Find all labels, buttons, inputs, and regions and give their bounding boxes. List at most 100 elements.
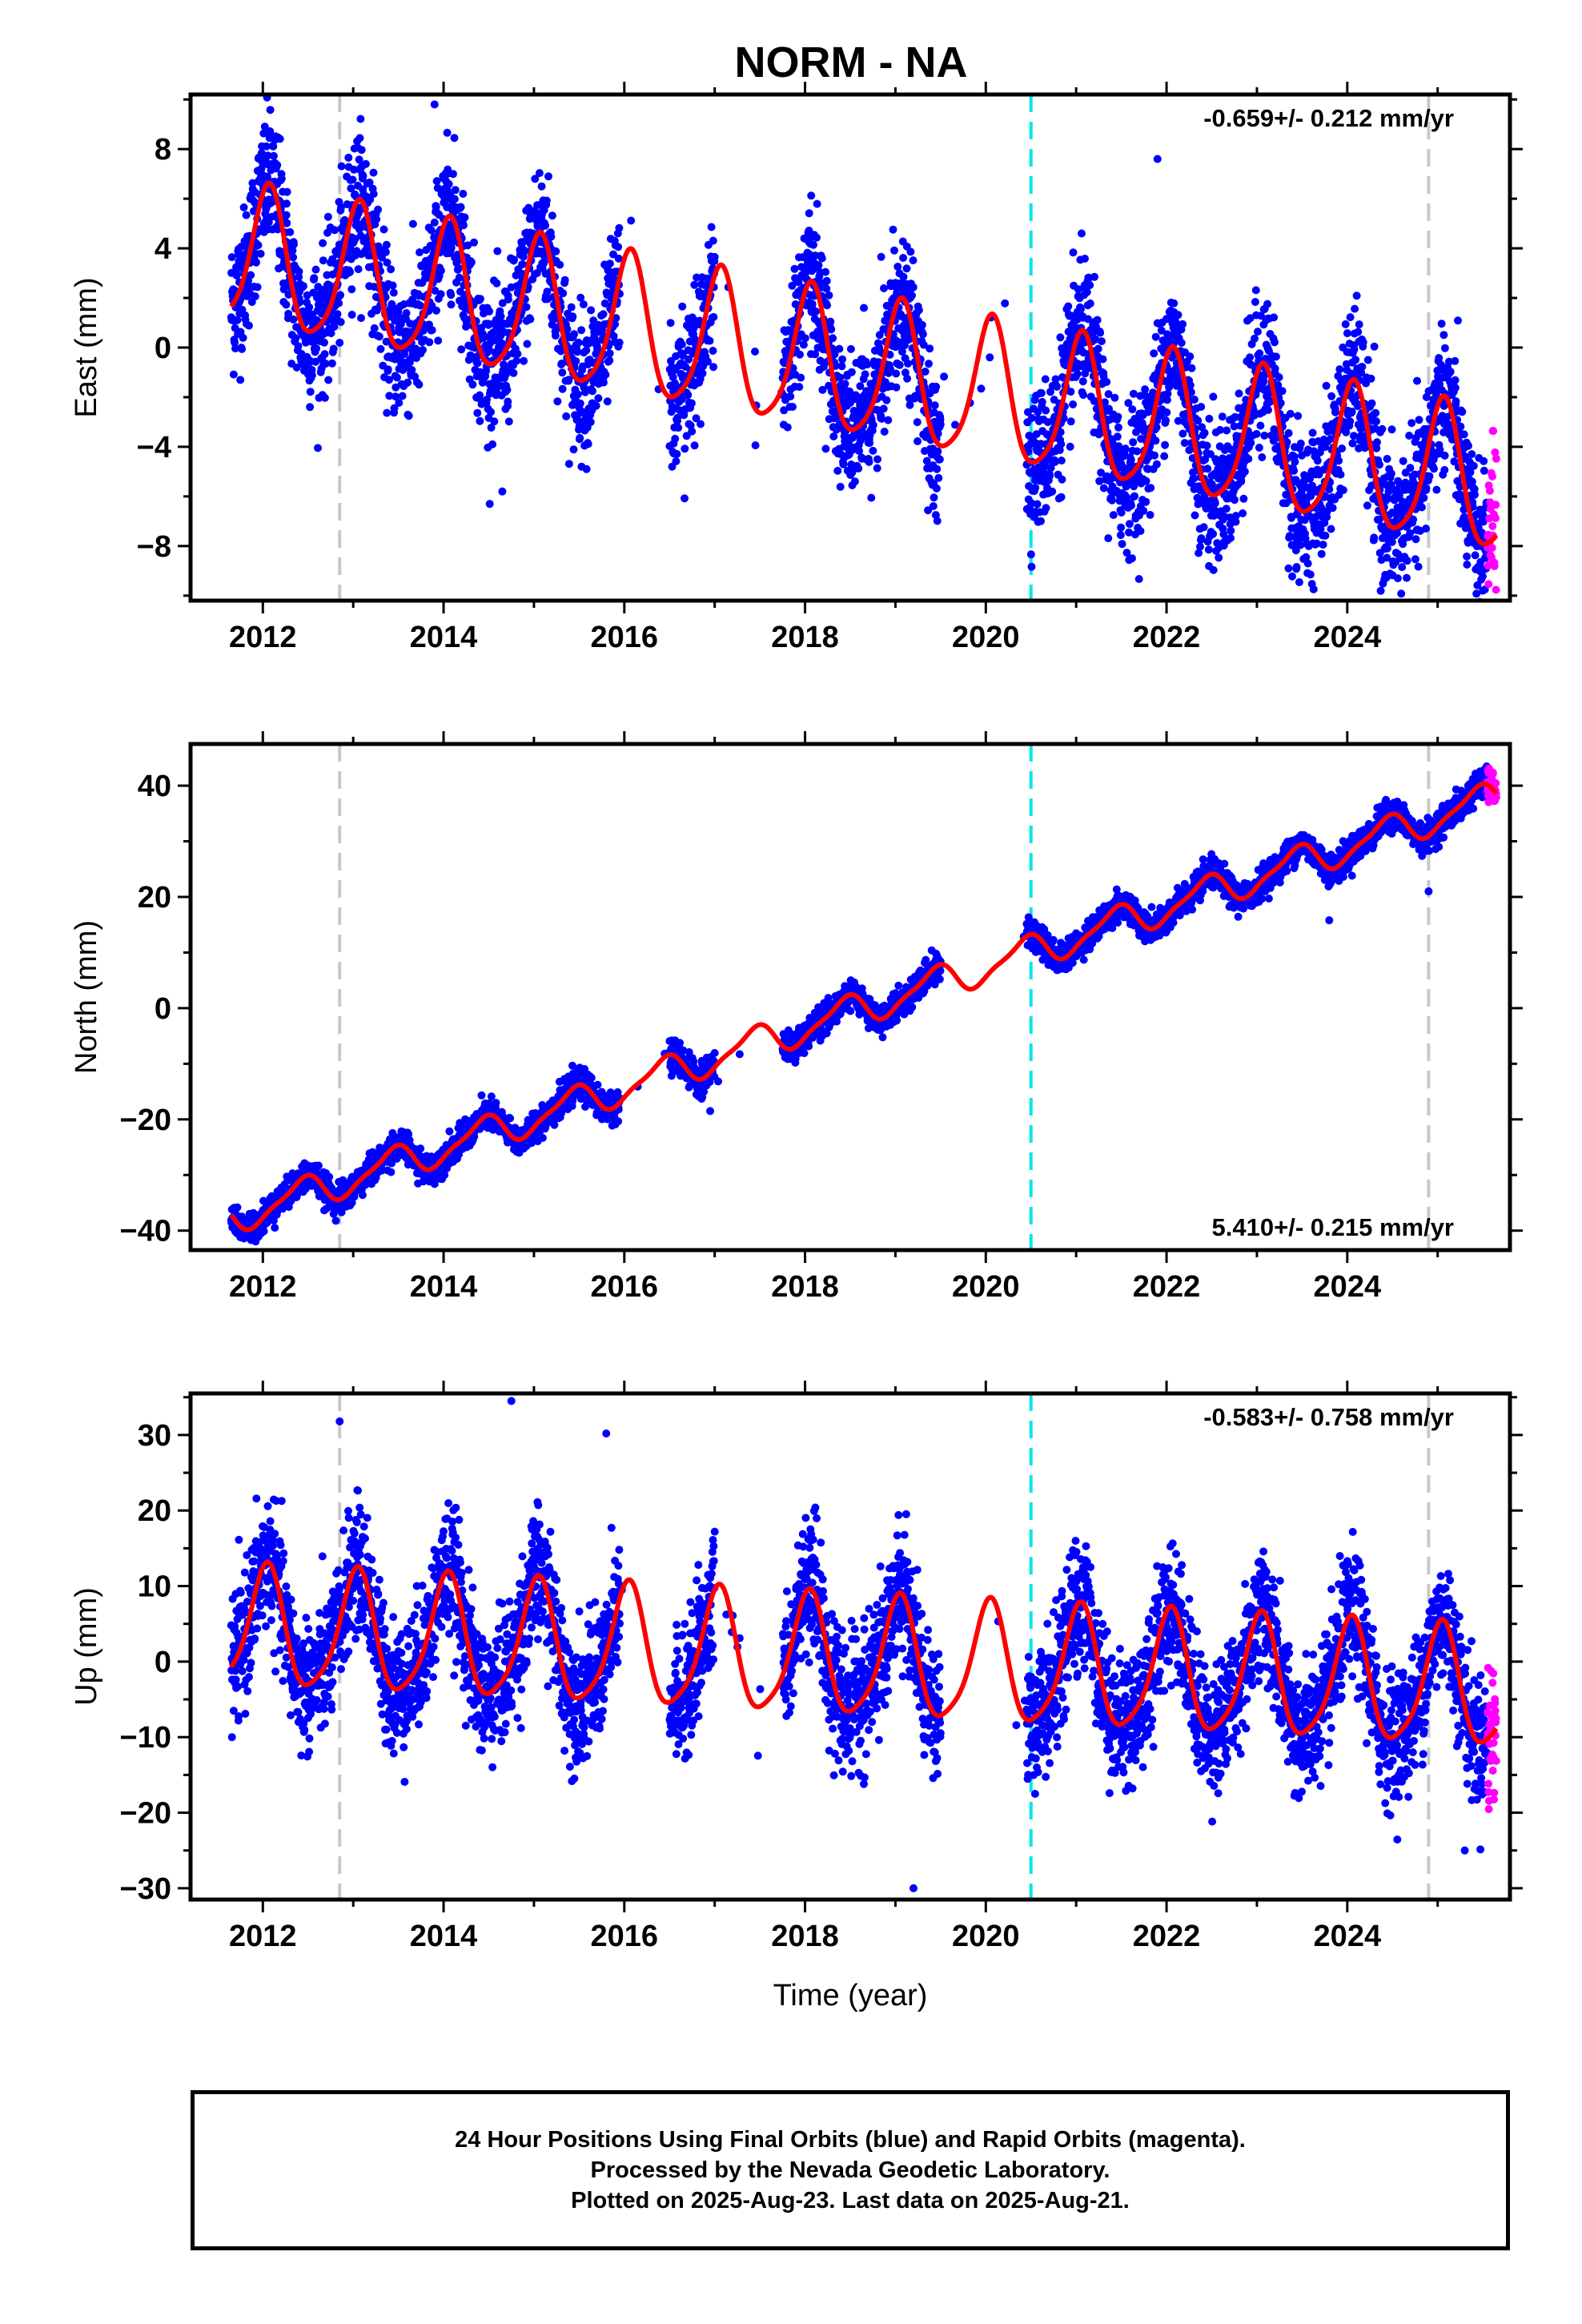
data-point bbox=[289, 315, 298, 324]
data-point bbox=[568, 312, 577, 321]
data-point bbox=[977, 384, 986, 393]
data-point bbox=[267, 1192, 276, 1200]
data-point bbox=[669, 372, 677, 381]
data-point bbox=[592, 401, 600, 410]
data-point bbox=[1270, 313, 1279, 322]
data-point bbox=[1278, 387, 1287, 396]
data-point bbox=[408, 219, 417, 228]
data-point bbox=[1141, 385, 1150, 394]
data-point bbox=[1357, 368, 1366, 377]
data-point bbox=[1199, 523, 1208, 532]
data-point bbox=[1367, 374, 1375, 383]
data-point bbox=[1186, 381, 1195, 389]
data-point bbox=[447, 291, 456, 300]
data-point bbox=[560, 275, 569, 284]
data-point bbox=[319, 239, 327, 247]
data-point bbox=[1356, 424, 1365, 433]
data-point bbox=[926, 344, 934, 353]
data-point bbox=[1327, 392, 1336, 400]
data-point bbox=[1109, 511, 1118, 520]
data-point bbox=[319, 256, 327, 265]
data-point bbox=[564, 376, 573, 384]
data-point bbox=[381, 247, 390, 256]
data-point bbox=[710, 252, 719, 261]
data-point bbox=[1041, 375, 1050, 384]
data-point bbox=[1134, 575, 1143, 583]
data-point bbox=[1161, 440, 1170, 449]
data-point bbox=[1444, 357, 1453, 366]
data-point bbox=[1163, 389, 1172, 398]
data-point bbox=[385, 392, 394, 400]
data-point bbox=[1050, 458, 1059, 466]
data-point bbox=[496, 312, 505, 320]
data-point bbox=[408, 366, 416, 374]
data-point bbox=[1363, 501, 1371, 510]
data-point bbox=[601, 370, 610, 379]
data-point bbox=[361, 159, 370, 168]
data-point bbox=[1200, 428, 1209, 437]
data-point bbox=[899, 272, 908, 281]
data-point bbox=[531, 175, 540, 183]
data-point bbox=[1170, 299, 1178, 308]
data-point bbox=[1219, 530, 1228, 539]
data-point bbox=[1162, 315, 1170, 324]
data-point bbox=[1069, 400, 1078, 408]
data-point bbox=[570, 330, 579, 339]
data-point bbox=[863, 360, 872, 369]
data-point bbox=[1271, 338, 1279, 347]
data-point bbox=[1347, 408, 1356, 416]
data-point bbox=[1328, 504, 1337, 513]
data-point bbox=[273, 161, 282, 170]
data-point bbox=[1178, 320, 1187, 328]
data-point bbox=[271, 1224, 279, 1232]
data-point bbox=[513, 349, 522, 358]
data-point bbox=[1218, 412, 1227, 421]
data-point bbox=[1397, 589, 1406, 598]
data-point bbox=[357, 314, 365, 323]
data-point bbox=[1468, 477, 1476, 486]
data-point bbox=[829, 334, 837, 343]
data-point bbox=[600, 299, 609, 308]
data-point bbox=[1231, 517, 1240, 526]
data-point bbox=[1037, 388, 1046, 397]
data-point bbox=[238, 344, 247, 353]
data-point bbox=[1413, 376, 1421, 385]
data-point bbox=[262, 142, 271, 151]
data-point bbox=[869, 420, 877, 429]
data-point bbox=[558, 384, 567, 393]
data-point bbox=[879, 404, 888, 413]
data-point bbox=[1271, 352, 1280, 361]
data-point bbox=[307, 371, 316, 380]
data-point bbox=[1209, 529, 1218, 538]
data-point bbox=[1284, 428, 1293, 437]
data-point bbox=[865, 439, 874, 448]
data-point bbox=[1090, 272, 1098, 281]
data-point bbox=[1104, 390, 1113, 399]
data-point bbox=[877, 252, 885, 261]
data-point bbox=[609, 332, 618, 340]
data-point bbox=[577, 326, 586, 335]
data-point bbox=[829, 432, 838, 440]
data-point bbox=[573, 390, 582, 399]
data-point bbox=[1398, 563, 1407, 572]
data-point bbox=[1069, 248, 1078, 257]
data-point bbox=[892, 369, 901, 378]
data-point bbox=[1174, 311, 1182, 320]
data-point bbox=[390, 404, 399, 412]
data-point bbox=[336, 318, 345, 327]
data-point bbox=[277, 175, 286, 183]
data-point bbox=[936, 420, 945, 428]
data-point bbox=[404, 412, 413, 420]
data-point bbox=[1321, 531, 1330, 540]
data-point bbox=[1312, 539, 1321, 548]
data-point bbox=[813, 233, 821, 242]
data-point bbox=[416, 248, 424, 257]
data-point bbox=[347, 311, 356, 319]
data-point bbox=[1033, 500, 1042, 509]
data-point bbox=[1142, 497, 1150, 506]
data-point bbox=[1472, 589, 1481, 598]
data-point bbox=[1104, 534, 1113, 543]
data-point bbox=[709, 363, 718, 372]
data-point bbox=[473, 408, 482, 417]
rapid-data-point bbox=[1490, 562, 1499, 570]
